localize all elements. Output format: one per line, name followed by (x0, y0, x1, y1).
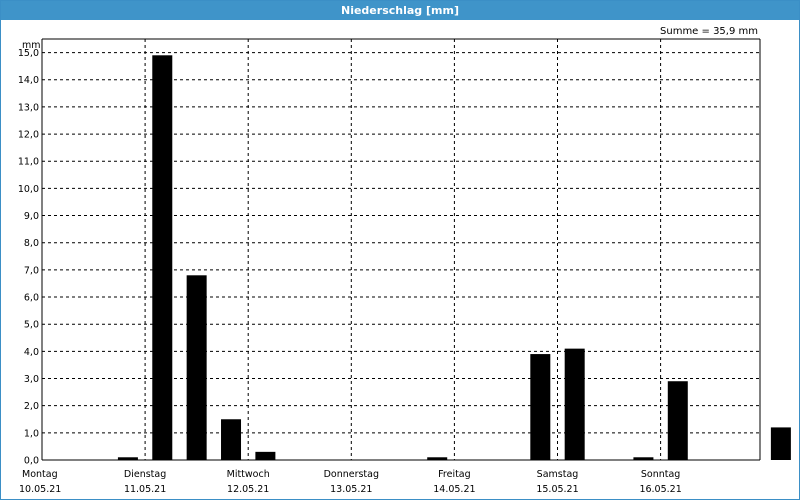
day-date-label: 12.05.21 (227, 484, 269, 495)
y-axis-unit: mm (22, 40, 41, 51)
day-date-label: 10.05.21 (19, 484, 61, 495)
y-tick-label: 15,0 (18, 48, 39, 59)
y-tick-label: 12,0 (18, 130, 39, 141)
y-tick-label: 10,0 (18, 184, 39, 195)
y-tick-label: 3,0 (24, 374, 39, 385)
day-name-label: Donnerstag (324, 469, 379, 480)
day-name-label: Freitag (438, 469, 471, 480)
precip-bar (564, 348, 585, 460)
precip-bar (255, 451, 276, 460)
precip-bar (770, 427, 791, 460)
precip-bar (530, 354, 551, 460)
day-name-label: Sonntag (641, 469, 680, 480)
y-tick-label: 11,0 (18, 157, 39, 168)
y-tick-label: 2,0 (24, 401, 39, 412)
tick-labels: 0,0 1,0 2,0 3,0 4,0 5,0 6,0 7,0 8,0 9,0 10,0 11,0 12… (18, 40, 682, 495)
window-title: Niederschlag [mm] (1, 1, 799, 20)
y-tick-label: 6,0 (24, 293, 39, 304)
day-name-label: Montag (22, 469, 58, 480)
y-tick-label: 14,0 (18, 75, 39, 86)
grid (42, 39, 760, 460)
y-tick-label: 8,0 (24, 238, 39, 249)
y-tick-label: 0,0 (24, 456, 39, 467)
y-tick-label: 4,0 (24, 347, 39, 358)
precip-bar (186, 275, 207, 460)
day-date-label: 11.05.21 (124, 484, 166, 495)
axes (41, 38, 761, 461)
precip-bar (633, 457, 654, 460)
day-date-label: 13.05.21 (330, 484, 372, 495)
precip-bar (667, 381, 688, 460)
y-tick-label: 7,0 (24, 265, 39, 276)
y-tick-label: 5,0 (24, 320, 39, 331)
bars (117, 55, 791, 460)
y-tick-label: 9,0 (24, 211, 39, 222)
day-name-label: Samstag (537, 469, 579, 480)
y-tick-label: 1,0 (24, 428, 39, 439)
y-tick-label: 13,0 (18, 102, 39, 113)
precipitation-sum: Summe = 35,9 mm (660, 26, 758, 37)
day-date-label: 15.05.21 (536, 484, 578, 495)
day-date-label: 14.05.21 (433, 484, 475, 495)
precip-bar (427, 457, 448, 460)
precip-bar (117, 457, 138, 460)
day-date-label: 16.05.21 (639, 484, 681, 495)
day-name-label: Dienstag (124, 469, 166, 480)
precip-bar (152, 55, 173, 460)
day-name-label: Mittwoch (227, 469, 270, 480)
precip-bar (221, 419, 242, 460)
